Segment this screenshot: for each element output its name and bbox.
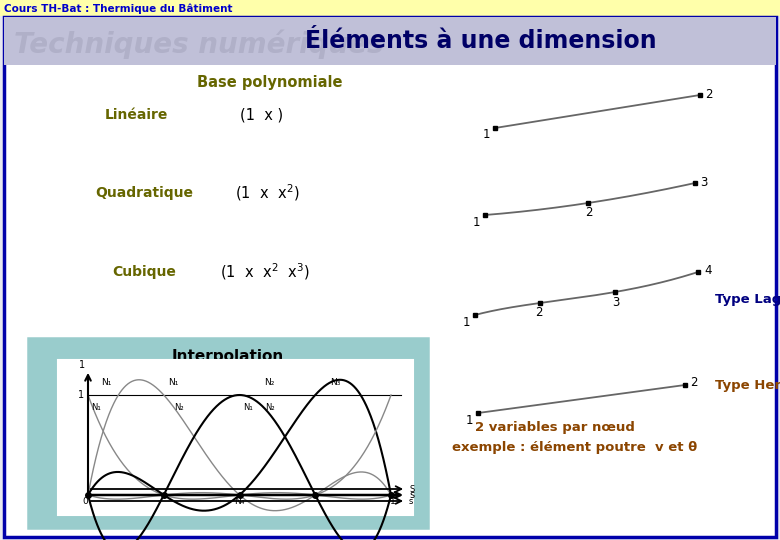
Text: Type Lagrange: Type Lagrange bbox=[715, 294, 780, 307]
Text: (1  x  x$^2$  x$^3$): (1 x x$^2$ x$^3$) bbox=[220, 262, 310, 282]
Text: N₁: N₁ bbox=[101, 378, 112, 387]
Text: N₄: N₄ bbox=[234, 497, 245, 506]
Text: 2: 2 bbox=[535, 307, 543, 320]
Text: S: S bbox=[409, 484, 414, 494]
Text: s: s bbox=[409, 490, 414, 500]
Text: N₁: N₁ bbox=[243, 403, 253, 412]
Text: 2: 2 bbox=[585, 206, 593, 219]
Text: 3: 3 bbox=[612, 295, 619, 308]
Bar bbox=[4, 17, 776, 65]
Bar bbox=[28, 338, 428, 528]
Text: Interpolation: Interpolation bbox=[172, 348, 284, 363]
Text: N₂: N₂ bbox=[264, 378, 275, 387]
Text: 2 variables par nœud: 2 variables par nœud bbox=[475, 422, 635, 435]
Text: Cubique: Cubique bbox=[112, 265, 176, 279]
Text: Type Hermite: Type Hermite bbox=[715, 379, 780, 392]
Text: Linéaire: Linéaire bbox=[105, 108, 168, 122]
Text: Éléments à une dimension: Éléments à une dimension bbox=[305, 29, 657, 53]
Text: Quadratique: Quadratique bbox=[95, 186, 193, 200]
Text: Cours TH-Bat : Thermique du Bâtiment: Cours TH-Bat : Thermique du Bâtiment bbox=[4, 4, 232, 14]
Text: N₂: N₂ bbox=[264, 403, 275, 412]
Text: Techniques numériques: Techniques numériques bbox=[14, 29, 384, 59]
Text: 4: 4 bbox=[704, 265, 711, 278]
Text: 1: 1 bbox=[463, 315, 470, 328]
Text: s: s bbox=[409, 496, 413, 505]
Text: (1  x  x$^2$): (1 x x$^2$) bbox=[235, 183, 300, 204]
Text: 1: 1 bbox=[482, 129, 490, 141]
Text: (1  x ): (1 x ) bbox=[240, 107, 283, 123]
Bar bbox=[0, 0, 780, 16]
Text: N₁: N₁ bbox=[168, 378, 179, 387]
Text: 0: 0 bbox=[82, 497, 88, 506]
Text: exemple : élément poutre  v et θ: exemple : élément poutre v et θ bbox=[452, 441, 697, 454]
Text: 1: 1 bbox=[78, 390, 84, 400]
Text: 2: 2 bbox=[690, 376, 698, 389]
Text: N₂: N₂ bbox=[174, 403, 183, 412]
Text: 3: 3 bbox=[700, 177, 707, 190]
Text: Base polynomiale: Base polynomiale bbox=[197, 75, 342, 90]
Text: 2: 2 bbox=[705, 89, 713, 102]
Text: N₁: N₁ bbox=[91, 403, 101, 412]
Text: 1: 1 bbox=[465, 414, 473, 427]
Text: 1: 1 bbox=[79, 360, 85, 370]
Bar bbox=[58, 360, 413, 515]
Text: 1: 1 bbox=[472, 215, 480, 228]
Text: 1: 1 bbox=[390, 497, 396, 506]
Text: N₃: N₃ bbox=[330, 378, 340, 387]
